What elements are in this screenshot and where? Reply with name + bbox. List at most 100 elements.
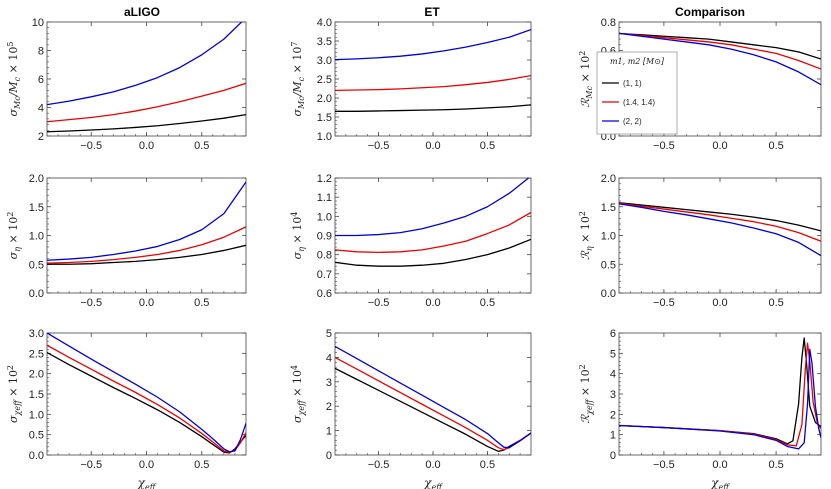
svg-text:ℛη × 102: ℛη × 102 [578,211,594,260]
svg-text:ση × 104: ση × 104 [290,212,306,260]
panel-p01: 1.0 1.5 2.0 2.5 3.0 3.5 4.0 −0.5 0.0 0.5 σMc/Mc × … [290,17,532,152]
y-tick-label: 2 [38,131,44,143]
y-tick-label: 0.5 [601,259,616,271]
column-title-et: ET [424,5,440,19]
y-tick-label: 0.0 [601,288,616,300]
y-tick-label: 1.5 [317,112,332,124]
y-tick-label: 3 [610,389,616,401]
y-axis-label: ση × 102 [6,212,22,260]
y-axis-label: ℛMc × 102 [578,51,594,108]
y-tick-label: 4 [610,369,616,381]
y-tick-label: 1.2 [317,173,332,185]
series-line-2-2 [619,203,821,257]
series-line-1-1 [335,367,531,452]
x-tick-label: −0.5 [368,297,390,309]
y-tick-label: 6 [38,74,44,86]
panel-p11: 0.6 0.7 0.8 0.9 1.0 1.1 1.2 −0.5 0.0 0.5 ση × 104 [290,173,532,309]
y-tick-label: 4.0 [317,17,332,29]
y-tick-label: 0.5 [29,430,44,442]
series-line-2-2 [47,181,246,261]
x-tick-label: −0.5 [368,140,390,152]
y-tick-label: 3.5 [317,36,332,48]
x-tick-label: −0.5 [653,140,675,152]
series-line-1-1 [335,104,531,112]
series-line-2-2 [619,348,821,450]
x-tick-label: 0.5 [194,297,209,309]
legend: m1, m2 [M⊙] (1, 1) (1.4, 1.4) (2, 2) [596,51,678,135]
series-line-1p4-1p4 [47,344,246,454]
x-tick-label: 0.5 [480,297,495,309]
x-axis-label: χeff [137,476,157,489]
x-tick-label: 0.5 [768,459,783,471]
series-line-2-2 [335,345,531,449]
x-tick-label: 0.0 [712,459,727,471]
y-tick-label: 0.6 [317,288,332,300]
plot-frame [46,177,247,294]
y-tick-label: 0.9 [317,231,332,243]
series-line-2-2 [47,333,246,453]
y-tick-label: 5 [610,348,616,360]
y-tick-label: 2.5 [29,348,44,360]
y-tick-label: 2.0 [601,173,616,185]
y-tick-label: 0.5 [29,259,44,271]
y-tick-label: 1.0 [317,211,332,223]
x-tick-label: 0.0 [139,459,154,471]
series-line-2-2 [47,22,243,106]
x-tick-label: −0.5 [80,297,102,309]
y-tick-label: 4 [38,103,44,115]
series-line-1p4-1p4 [619,202,821,242]
y-tick-label: 2 [610,409,616,421]
y-tick-label: 2.5 [317,74,332,86]
y-tick-label: 0.8 [601,17,616,29]
plot-frame [618,332,822,456]
series-line-2-2 [619,32,821,86]
y-tick-label: 3.0 [29,328,44,340]
svg-text:σχeff × 104: σχeff × 104 [290,365,306,423]
x-tick-label: 0.5 [480,140,495,152]
y-tick-label: 2 [326,401,332,413]
y-axis-label: σχeff × 104 [290,365,306,423]
legend-box [596,51,678,135]
y-tick-label: 1.5 [29,202,44,214]
svg-text:ℛχeff × 102: ℛχeff × 102 [578,364,594,423]
x-axis-label: χeff [423,476,443,489]
panel-p22: 0 1 2 3 4 5 6 −0.5 0.0 0.5 ℛχeff × 102 χeff [578,328,822,489]
y-axis-label: ση × 104 [290,212,306,260]
x-tick-label: −0.5 [80,140,102,152]
legend-entry: (1.4, 1.4) [623,98,655,107]
x-tick-label: 0.5 [194,140,209,152]
column-title-comparison: Comparison [675,5,745,19]
series-line-1p4-1p4 [335,356,531,451]
y-tick-label: 1 [610,430,616,442]
y-tick-label: 10 [32,17,44,29]
y-tick-label: 1.0 [29,409,44,421]
y-tick-label: 0.0 [29,288,44,300]
y-tick-label: 1.0 [601,231,616,243]
y-tick-label: 1.0 [29,231,44,243]
y-tick-label: 2.0 [317,93,332,105]
x-axis-label: χeff [710,476,730,489]
y-axis-label: σχeff × 102 [6,365,22,423]
series-line-1-1 [47,351,246,454]
x-tick-label: 0.5 [768,140,783,152]
y-tick-label: 1 [326,426,332,438]
panel-p10: 0.0 0.5 1.0 1.5 2.0 −0.5 0.0 0.5 ση × 102 [6,173,247,309]
series-line-1p4-1p4 [47,82,246,123]
svg-text:σMc/Mc × 107: σMc/Mc × 107 [290,42,306,117]
plot-frame [334,332,532,456]
y-tick-label: 0.8 [317,250,332,262]
x-tick-label: 0.0 [712,297,727,309]
y-tick-label: 0 [326,450,332,462]
svg-text:σMc/Mc × 105: σMc/Mc × 105 [6,42,22,117]
svg-text:σχeff × 102: σχeff × 102 [6,365,22,423]
y-tick-label: 0 [610,450,616,462]
x-tick-label: 0.5 [768,297,783,309]
y-tick-label: 1.5 [601,202,616,214]
series-line-1p4-1p4 [619,32,821,70]
series-line-1p4-1p4 [335,211,531,254]
x-tick-label: −0.5 [368,459,390,471]
x-tick-label: 0.0 [425,140,440,152]
x-tick-label: −0.5 [653,459,675,471]
x-tick-label: 0.0 [712,140,727,152]
y-tick-label: 0.7 [317,269,332,281]
